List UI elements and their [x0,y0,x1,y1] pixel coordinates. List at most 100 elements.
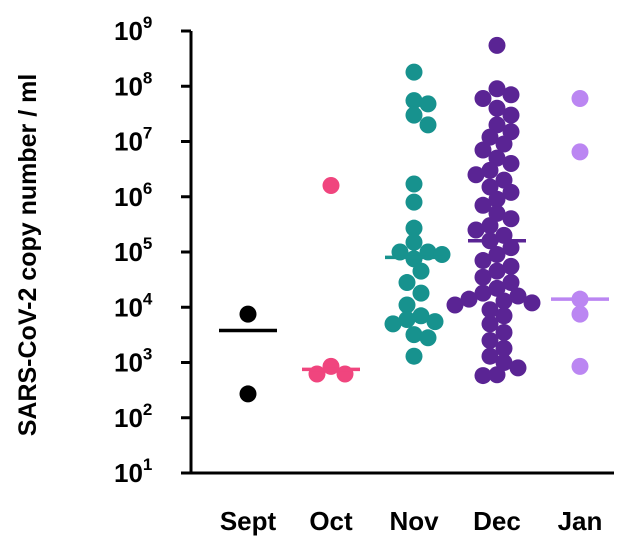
data-point [426,313,444,331]
data-point [474,141,492,159]
data-point [488,36,506,54]
data-point [474,284,492,302]
data-point [509,359,527,377]
data-point [488,366,506,384]
data-point [502,239,520,257]
data-point [398,311,416,329]
data-point [467,166,485,184]
data-point [481,161,499,179]
data-point [239,305,257,323]
data-point [412,284,430,302]
y-tick-exponent: 2 [143,400,152,419]
data-point [405,326,423,344]
data-point [509,287,527,305]
data-point [488,262,506,280]
data-point [571,305,589,323]
y-tick-exponent: 3 [143,345,152,364]
data-point [481,301,499,319]
y-tick-exponent: 1 [143,455,152,474]
y-tick-label: 106 [114,179,152,212]
x-category-labels: Sept Oct Nov Dec Jan [220,506,603,536]
y-tick-base: 10 [114,348,143,378]
data-point [502,86,520,104]
data-point [495,135,513,153]
data-point [495,323,513,341]
data-point [488,279,506,297]
data-point [398,296,416,314]
y-tick-exponent: 8 [143,68,152,87]
y-tick-label: 109 [114,13,152,46]
y-tick-label: 103 [114,345,152,378]
data-point [502,210,520,228]
data-point [474,367,492,385]
data-point [495,339,513,357]
data-point [405,92,423,110]
y-tick-exponent: 5 [143,234,152,253]
y-tick-label: 108 [114,68,152,101]
data-point [419,116,437,134]
data-point [488,246,506,264]
data-point [502,274,520,292]
data-point [571,357,589,375]
data-point [405,347,423,365]
data-points [239,36,589,403]
data-point [239,385,257,403]
y-tick-label: 104 [114,289,153,322]
data-point [481,347,499,365]
data-point [481,315,499,333]
data-point [412,262,430,280]
data-point [474,252,492,270]
data-point [460,290,478,308]
data-point [523,294,541,312]
data-point [446,296,464,314]
x-category-label: Nov [389,506,439,536]
data-point [405,175,423,193]
data-point [405,106,423,124]
x-category-label: Oct [309,506,353,536]
y-axis-title-group: SARS-CoV-2 copy number / ml [14,74,42,437]
data-point [495,307,513,325]
y-tick-base: 10 [114,182,143,212]
data-point [405,233,423,251]
data-point [419,329,437,347]
y-tick-exponent: 6 [143,179,152,198]
data-point [474,90,492,108]
y-tick-exponent: 9 [143,13,152,32]
data-point [433,246,451,264]
median-lines [219,238,609,372]
data-point [488,99,506,117]
data-point [384,315,402,333]
data-point [474,196,492,214]
data-point [502,257,520,275]
y-tick-label: 101 [114,455,152,488]
data-point [502,106,520,124]
y-tick-label: 105 [114,234,152,267]
data-point [405,63,423,81]
x-category-label: Dec [473,506,521,536]
y-tick-label: 107 [114,124,152,157]
y-tick-base: 10 [114,71,143,101]
data-point [495,292,513,310]
data-point [419,95,437,113]
data-point [481,128,499,146]
y-tick-base: 10 [114,237,143,267]
data-point [405,193,423,211]
data-point [571,143,589,161]
data-point [474,268,492,286]
y-tick-base: 10 [114,127,143,157]
data-point [467,221,485,239]
data-point [488,190,506,208]
data-point [571,90,589,108]
data-point [322,176,340,194]
data-point [405,219,423,237]
y-tick-base: 10 [114,458,143,488]
data-point [398,274,416,292]
data-point [502,154,520,172]
y-tick-exponent: 7 [143,124,152,143]
y-axis-title: SARS-CoV-2 copy number / ml [14,74,42,437]
y-tick-base: 10 [114,292,143,322]
y-tick-base: 10 [114,16,143,46]
